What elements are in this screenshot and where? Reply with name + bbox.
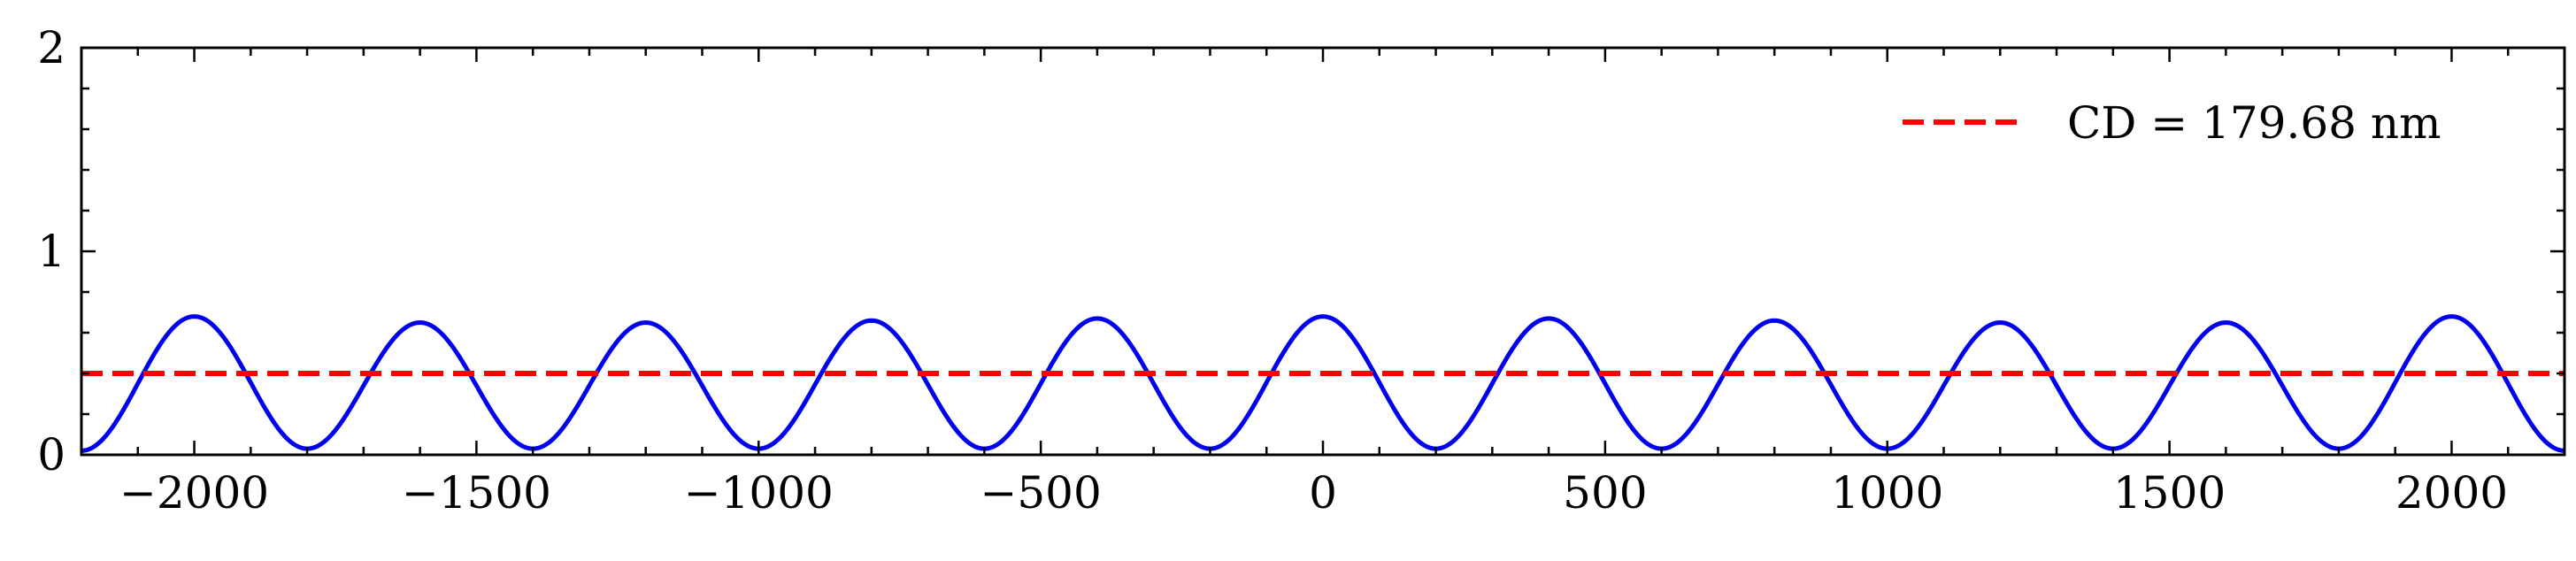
x-tick-label: 1500 — [2113, 467, 2226, 519]
plot-series-group — [81, 314, 2565, 453]
y-tick-label: 2 — [37, 22, 65, 73]
x-tick-label: −1500 — [402, 467, 551, 519]
x-tick-label: 0 — [1309, 467, 1337, 519]
tick-labels-group: −2000 −1500 −1000 −500 0 500 1000 1500 2000 0 1 2 — [37, 22, 2508, 519]
series-intensity-curve — [81, 314, 2565, 453]
x-tick-label: −2000 — [119, 467, 269, 519]
axes-frame — [80, 46, 2566, 457]
y-tick-label: 0 — [37, 429, 65, 480]
x-tick-label: 500 — [1563, 467, 1647, 519]
legend: CD = 179.68 nm — [1903, 97, 2441, 149]
x-tick-label: −1000 — [684, 467, 834, 519]
x-tick-label: 1000 — [1831, 467, 1943, 519]
y-tick-label: 1 — [37, 226, 65, 277]
legend-label: CD = 179.68 nm — [2067, 97, 2441, 149]
x-tick-label: −500 — [980, 467, 1101, 519]
x-tick-label: 2000 — [2395, 467, 2508, 519]
